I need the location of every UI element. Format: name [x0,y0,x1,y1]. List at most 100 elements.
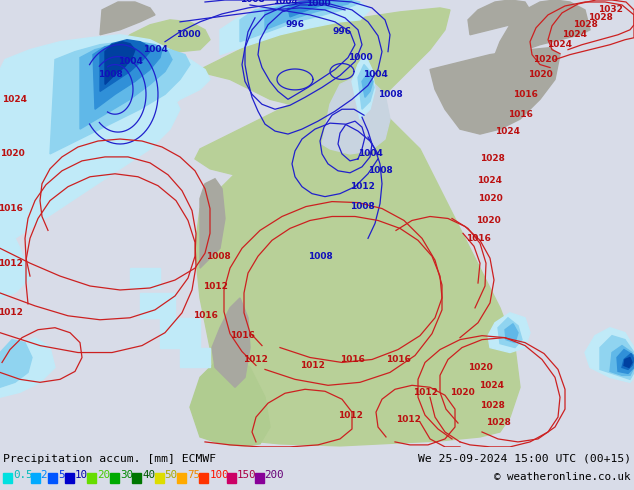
Text: 1008: 1008 [307,252,332,261]
Polygon shape [0,338,55,397]
Polygon shape [498,318,522,347]
Text: 200: 200 [264,470,284,480]
Text: 1012: 1012 [202,281,228,291]
Text: 1008: 1008 [378,90,403,99]
Bar [110,473,119,483]
Text: 1016: 1016 [512,90,538,99]
Text: 1012: 1012 [243,355,268,364]
Text: 1020: 1020 [450,388,474,397]
Bar [30,473,39,483]
Text: 1016: 1016 [230,331,254,340]
Text: 30: 30 [120,470,133,480]
Polygon shape [0,35,210,198]
Text: 1028: 1028 [479,154,505,163]
Text: 1012: 1012 [349,182,375,191]
Polygon shape [235,283,470,444]
Polygon shape [0,74,180,248]
Text: 1000: 1000 [347,53,372,62]
Bar [65,473,74,483]
Text: 1020: 1020 [476,216,500,225]
Polygon shape [212,298,250,387]
Polygon shape [322,77,390,154]
Bar [200,473,209,483]
Text: 1020: 1020 [468,363,493,372]
Polygon shape [130,268,160,288]
Text: 1012: 1012 [337,411,363,419]
Polygon shape [93,43,162,109]
Text: 1016: 1016 [465,234,491,243]
Polygon shape [585,328,634,382]
Polygon shape [624,358,632,368]
Text: 1012: 1012 [0,308,22,318]
Text: 1016: 1016 [193,311,217,320]
Polygon shape [100,40,150,91]
Text: 1024: 1024 [479,381,505,390]
Text: Precipitation accum. [mm] ECMWF: Precipitation accum. [mm] ECMWF [3,454,216,464]
Text: 2: 2 [41,470,47,480]
Text: 1016: 1016 [0,204,22,213]
Text: 1020: 1020 [527,70,552,79]
Polygon shape [240,0,360,42]
Polygon shape [468,0,530,35]
Bar [155,473,164,483]
Polygon shape [160,318,200,347]
Text: 1016: 1016 [340,355,365,364]
Polygon shape [190,358,270,446]
Text: 1016: 1016 [385,355,410,364]
Text: 100: 100 [209,470,229,480]
Text: 1012: 1012 [413,388,437,397]
Text: 1004: 1004 [143,45,167,54]
Polygon shape [180,347,210,368]
Text: 1024: 1024 [477,176,503,185]
Polygon shape [358,65,374,109]
Bar [255,473,264,483]
Polygon shape [195,95,350,181]
Polygon shape [0,109,15,149]
Polygon shape [288,0,330,17]
Text: 1020: 1020 [0,149,24,158]
Text: 1012: 1012 [0,259,22,268]
Text: 1004: 1004 [363,70,387,79]
Polygon shape [488,313,530,352]
Polygon shape [265,0,352,30]
Polygon shape [352,54,375,119]
Polygon shape [610,345,634,375]
Text: 1008: 1008 [205,252,230,261]
Text: 1028: 1028 [573,20,597,29]
Polygon shape [80,42,172,129]
Text: 1024: 1024 [496,126,521,136]
Polygon shape [362,72,373,98]
Bar [48,473,57,483]
Polygon shape [600,336,634,379]
Text: 1024: 1024 [3,95,27,104]
Text: 40: 40 [142,470,155,480]
Text: 10: 10 [75,470,88,480]
Polygon shape [622,353,634,369]
Polygon shape [195,8,450,119]
Polygon shape [195,95,520,446]
Text: 1012: 1012 [396,415,420,423]
Text: 1028: 1028 [486,417,510,427]
Polygon shape [100,2,155,35]
Bar [227,473,236,483]
Text: 1032: 1032 [598,5,623,14]
Polygon shape [505,324,518,343]
Text: 1028: 1028 [479,401,505,410]
Text: 20: 20 [98,470,110,480]
Polygon shape [430,48,560,134]
Bar [133,473,141,483]
Text: 0.5: 0.5 [13,470,32,480]
Text: 996: 996 [285,20,304,29]
Bar [177,473,186,483]
Text: 1008: 1008 [349,202,374,211]
Text: 1024: 1024 [562,30,588,39]
Text: 1020: 1020 [477,194,502,203]
Text: 1016: 1016 [508,110,533,119]
Text: 1004: 1004 [117,57,143,66]
Text: 1004: 1004 [273,0,297,6]
Text: 1004: 1004 [358,149,382,158]
Text: 75: 75 [187,470,200,480]
Text: 1008: 1008 [368,166,392,175]
Polygon shape [495,0,590,60]
Text: © weatheronline.co.uk: © weatheronline.co.uk [495,472,631,482]
